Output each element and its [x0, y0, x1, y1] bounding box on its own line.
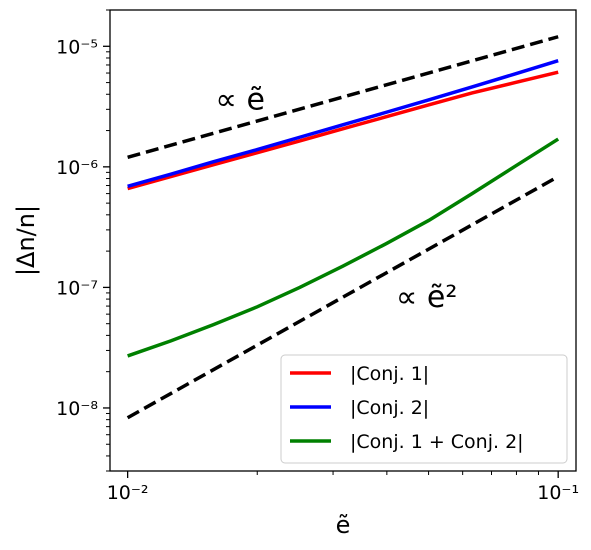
x-tick-label: 10⁻² — [107, 482, 149, 504]
y-axis-label: |Δn/n| — [12, 205, 40, 276]
y-tick-label: 10⁻⁵ — [56, 36, 98, 58]
label-layer: 10⁻² 10⁻¹ 10⁻⁸ 10⁻⁷ 10⁻⁶ 10⁻⁵ ẽ |Δn/n| ∝ ẽ ∝ ẽ² — [12, 36, 579, 539]
series-line-conj-1-conj-2 — [127, 137, 560, 358]
reference-line-linear — [127, 35, 559, 159]
series-layer — [126, 35, 560, 420]
reference-line-quadratic — [126, 175, 560, 420]
legend-box — [280, 354, 568, 464]
x-axis-label: ẽ — [336, 511, 351, 539]
y-tick-label: 10⁻⁷ — [56, 277, 98, 299]
plot-frame — [109, 9, 577, 472]
series-line-conj-2 — [127, 58, 559, 188]
y-tick-label: 10⁻⁶ — [56, 157, 98, 179]
legend-label: |Conj. 1 + Conj. 2| — [350, 431, 524, 453]
annotation-linear: ∝ ẽ — [216, 83, 265, 118]
legend-label: |Conj. 2| — [350, 397, 429, 419]
series-line-conj-1 — [127, 70, 559, 191]
x-tick-label: 10⁻¹ — [537, 482, 579, 504]
legend-label: |Conj. 1| — [350, 363, 429, 385]
y-tick-label: 10⁻⁸ — [56, 398, 98, 420]
tick-layer — [103, 9, 559, 478]
annotation-quadratic: ∝ ẽ² — [396, 280, 457, 315]
legend: |Conj. 1| |Conj. 2| |Conj. 1 + Conj. 2| — [280, 354, 568, 464]
